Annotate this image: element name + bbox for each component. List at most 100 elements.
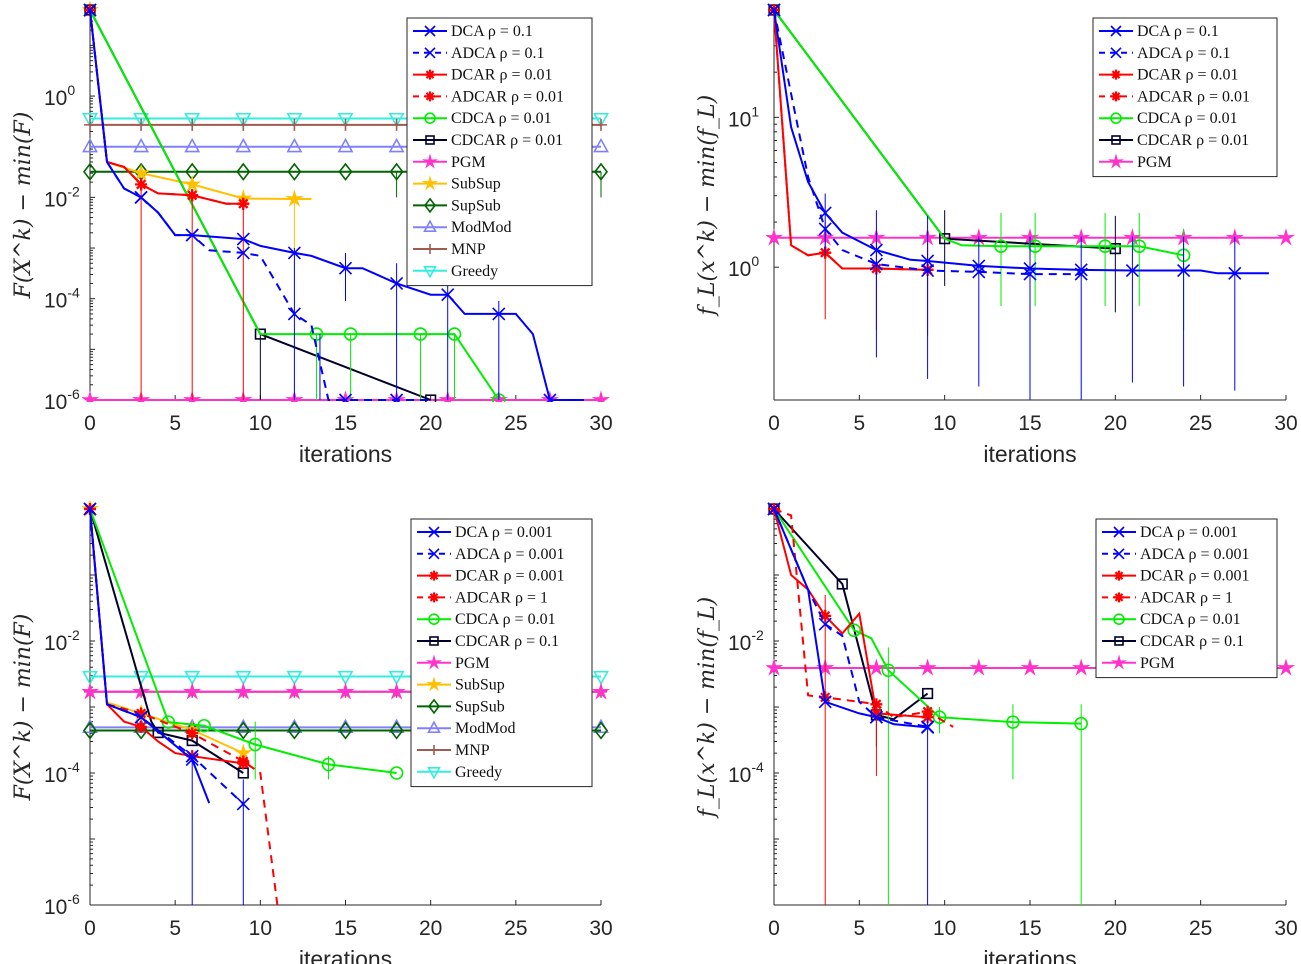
data-marker <box>237 197 250 210</box>
data-marker <box>236 162 251 181</box>
x-tick-label: 30 <box>589 917 612 940</box>
legend-box <box>410 518 593 788</box>
x-tick-label: 5 <box>169 917 181 940</box>
legend-marker <box>429 745 439 755</box>
y-tick-label: 10-6 <box>44 386 80 414</box>
series-line <box>773 508 928 719</box>
legend-label: DCAR ρ = 0.001 <box>455 568 564 585</box>
legend-marker <box>428 548 440 560</box>
y-tick-base: 10 <box>44 632 67 655</box>
data-marker <box>287 162 302 181</box>
legend-marker <box>425 69 435 80</box>
data-marker <box>1098 239 1112 254</box>
y-tick-exponent: -6 <box>67 891 80 907</box>
data-marker <box>134 190 148 204</box>
y-tick-base: 10 <box>44 188 67 211</box>
data-marker <box>235 670 252 686</box>
legend-label: MNP <box>455 742 490 759</box>
data-marker <box>84 118 96 131</box>
data-marker <box>766 228 784 246</box>
data-marker <box>492 307 506 321</box>
legend-marker <box>1108 153 1124 169</box>
data-marker <box>1132 239 1147 254</box>
data-marker <box>131 682 151 700</box>
legend-label: PGM <box>1140 655 1175 672</box>
data-marker <box>921 687 934 700</box>
data-marker <box>235 112 252 128</box>
series-dca <box>83 3 584 402</box>
legend-marker <box>1110 25 1122 37</box>
x-tick-label: 10 <box>249 917 272 940</box>
legend: DCA ρ = 0.1 ADCA ρ = 0.1 DCAR ρ = 0.01 ADCA… <box>406 17 593 287</box>
legend-label: CDCA ρ = 0.01 <box>451 110 552 127</box>
y-tick-label: 10-4 <box>728 759 764 787</box>
legend: DCA ρ = 0.001 ADCA ρ = 0.001 DCAR ρ = 0.00… <box>1095 518 1278 679</box>
legend-label: ADCAR ρ = 1 <box>455 589 548 606</box>
data-marker <box>1276 228 1296 246</box>
data-marker <box>131 163 151 181</box>
data-marker <box>82 162 98 181</box>
legend-entry: SupSub <box>417 698 505 715</box>
data-marker <box>819 609 832 622</box>
data-marker <box>847 623 862 638</box>
y-axis-label: F(X^k) − min(F) <box>11 614 36 802</box>
y-tick-label: 10-4 <box>44 759 80 787</box>
series-adca <box>83 3 431 402</box>
data-marker <box>869 710 883 724</box>
data-marker <box>135 707 148 720</box>
legend-marker <box>422 175 438 191</box>
data-marker <box>197 718 211 733</box>
legend: DCA ρ = 0.1 ADCA ρ = 0.1 DCAR ρ = 0.01 ADCA… <box>1092 17 1278 178</box>
series-dca <box>767 502 935 905</box>
legend-label: ADCAR ρ = 1 <box>1140 589 1233 606</box>
legend-label: DCAR ρ = 0.01 <box>1137 67 1238 84</box>
data-marker <box>184 670 201 686</box>
data-marker <box>183 174 202 193</box>
data-marker <box>767 502 781 516</box>
series-line <box>89 9 312 200</box>
series-dcar <box>84 503 250 770</box>
legend-entry: SubSup <box>413 175 501 193</box>
data-marker <box>135 118 148 131</box>
legend-label: ADCA ρ = 0.001 <box>455 546 564 563</box>
x-tick-label: 0 <box>768 412 780 435</box>
x-tick-label: 15 <box>1018 412 1041 435</box>
legend-entry: DCA ρ = 0.1 <box>1099 23 1219 40</box>
data-marker <box>82 670 98 686</box>
data-marker <box>870 698 883 711</box>
data-marker <box>134 710 148 724</box>
legend-label: MNP <box>451 241 486 258</box>
series-adcar <box>768 503 954 728</box>
y-tick-base: 10 <box>728 108 751 131</box>
legend-marker <box>427 698 441 715</box>
y-tick-label: 100 <box>44 82 75 110</box>
legend-marker <box>1111 135 1121 145</box>
legend-entry: DCAR ρ = 0.001 <box>417 568 564 585</box>
series-dcar <box>768 4 934 336</box>
data-marker <box>285 682 304 700</box>
legend-label: ADCA ρ = 0.001 <box>1140 546 1249 563</box>
legend-entry: ADCAR ρ = 1 <box>417 589 548 606</box>
legend-marker <box>425 91 435 102</box>
data-marker <box>184 112 201 128</box>
legend-entry: DCAR ρ = 0.01 <box>1099 67 1238 84</box>
legend-entry: PGM <box>1099 153 1172 171</box>
data-marker <box>969 658 988 676</box>
legend-marker <box>1114 570 1124 581</box>
series-line <box>773 508 954 728</box>
legend-label: ModMod <box>455 720 515 737</box>
data-marker <box>248 737 263 752</box>
data-marker <box>184 137 201 153</box>
legend-label: DCAR ρ = 0.001 <box>1140 568 1249 585</box>
y-tick-exponent: 0 <box>67 82 75 98</box>
data-marker <box>338 162 353 181</box>
legend-label: ModMod <box>451 219 511 236</box>
y-tick-exponent: -2 <box>67 627 80 643</box>
legend-label: DCAR ρ = 0.01 <box>451 67 552 84</box>
series-line <box>89 9 244 205</box>
data-marker <box>1125 263 1139 278</box>
data-marker <box>543 393 557 402</box>
data-marker <box>237 757 250 770</box>
legend-marker <box>423 266 437 279</box>
